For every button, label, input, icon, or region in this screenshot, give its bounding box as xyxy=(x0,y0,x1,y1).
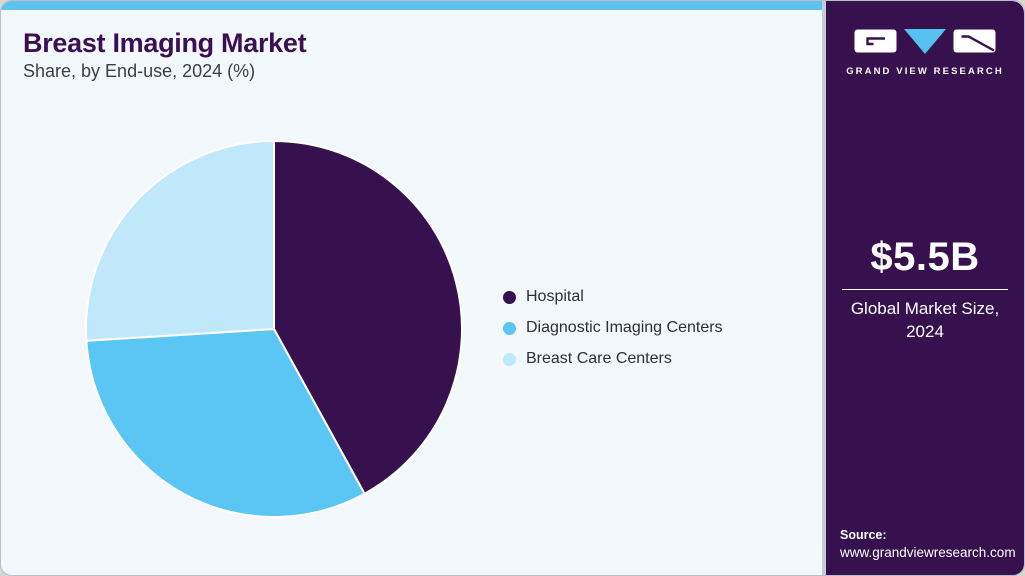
legend-label: Breast Care Centers xyxy=(526,350,672,367)
legend-label: Diagnostic Imaging Centers xyxy=(526,319,723,336)
source-label: Source: xyxy=(840,528,887,542)
pie-slice-hospital xyxy=(273,140,463,495)
gvr-logo-icon xyxy=(854,29,996,54)
page-subtitle: Share, by End-use, 2024 (%) xyxy=(23,61,256,81)
legend-dot-hospital xyxy=(503,290,516,304)
source-attribution: Source: www.grandviewresearch.com xyxy=(840,528,1016,560)
market-size-value: $5.5B xyxy=(870,235,980,279)
legend-item-hospital: Hospital xyxy=(503,288,723,305)
pie-slice-diagnostic-imaging-centers xyxy=(85,328,366,518)
brand-wordmark: GRAND VIEW RESEARCH xyxy=(846,66,1004,77)
legend-label: Hospital xyxy=(526,288,584,305)
sidebar: GRAND VIEW RESEARCH $5.5B Global Market … xyxy=(822,1,1024,575)
brand-logo: GRAND VIEW RESEARCH xyxy=(826,28,1024,77)
pie-chart xyxy=(85,140,463,518)
legend-dot-breast-care-centers xyxy=(503,352,516,366)
chart-legend: Hospital Diagnostic Imaging Centers Brea… xyxy=(503,288,723,382)
page-title: Breast Imaging Market xyxy=(23,28,307,58)
market-size-callout: $5.5B Global Market Size, 2024 xyxy=(826,235,1024,343)
top-accent-bar xyxy=(1,1,824,10)
legend-dot-diagnostic-imaging-centers xyxy=(503,321,516,335)
market-size-label: Global Market Size, 2024 xyxy=(850,299,1000,341)
chart-panel: Breast Imaging Market Share, by End-use,… xyxy=(1,1,824,575)
pie-chart-container xyxy=(82,137,466,521)
legend-item-breast-care-centers: Breast Care Centers xyxy=(503,350,723,367)
source-url[interactable]: www.grandviewresearch.com xyxy=(840,545,1016,560)
pie-slice-breast-care-centers xyxy=(85,140,275,342)
legend-item-diagnostic-imaging-centers: Diagnostic Imaging Centers xyxy=(503,319,723,336)
divider xyxy=(842,289,1008,290)
